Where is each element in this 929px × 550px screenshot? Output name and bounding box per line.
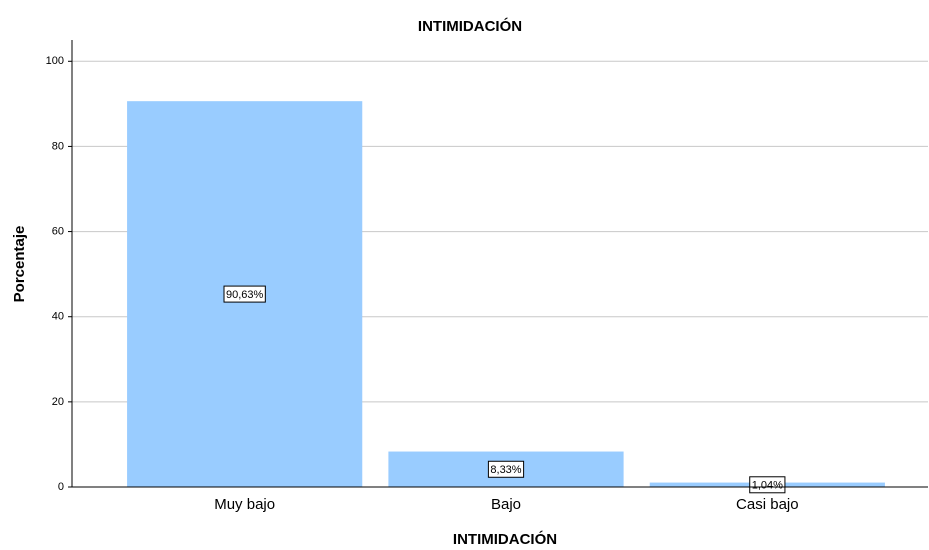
- x-tick-label: Casi bajo: [736, 496, 799, 513]
- x-tick-label: Bajo: [491, 496, 521, 513]
- value-label: 90,63%: [226, 289, 264, 301]
- y-tick-label: 40: [52, 311, 64, 323]
- x-axis-label: INTIMIDACIÓN: [453, 530, 557, 548]
- chart-title: INTIMIDACIÓN: [418, 17, 522, 35]
- value-label-box: [223, 285, 266, 303]
- value-label: 8,33%: [490, 464, 521, 476]
- value-label-box: [487, 460, 525, 478]
- y-tick-label: 100: [46, 55, 64, 67]
- y-tick-label: 60: [52, 225, 64, 237]
- y-tick-label: 80: [52, 140, 64, 152]
- value-label: 1,04%: [752, 480, 783, 492]
- y-tick-label: 0: [58, 481, 64, 493]
- y-axis-label: Porcentaje: [11, 226, 28, 303]
- x-tick-label: Muy bajo: [214, 496, 275, 513]
- value-label-box: [749, 476, 786, 494]
- y-tick-label: 20: [52, 396, 64, 408]
